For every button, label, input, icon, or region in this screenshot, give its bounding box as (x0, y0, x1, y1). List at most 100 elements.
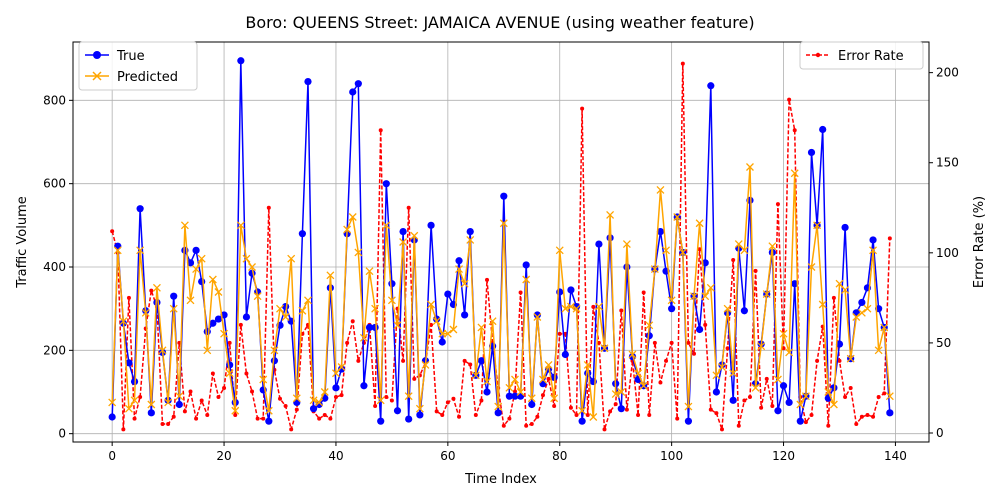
data-point (152, 283, 161, 292)
x-axis-label: Time Index (464, 472, 537, 487)
data-point (434, 409, 439, 414)
data-point (320, 388, 329, 396)
data-point (203, 346, 212, 355)
data-point (462, 358, 467, 363)
data-point (561, 304, 570, 313)
data-point (265, 417, 273, 425)
x-tick-label: 20 (216, 449, 231, 463)
data-point (770, 403, 775, 408)
data-point (373, 403, 378, 408)
data-point (697, 247, 702, 252)
data-point (377, 417, 385, 425)
data-point (831, 295, 836, 300)
data-point (731, 258, 736, 263)
y-right-tick-label: 150 (936, 156, 959, 170)
data-point (858, 298, 866, 307)
data-point (650, 265, 659, 274)
legend-true-label: True (116, 49, 145, 64)
data-point (389, 398, 394, 403)
data-point (600, 344, 609, 353)
y-axis-right: 0 50 100 150 200 (929, 66, 959, 440)
series-predicted (108, 163, 894, 421)
data-point (830, 384, 838, 392)
data-point (572, 304, 581, 313)
data-point (818, 300, 827, 309)
data-point (852, 313, 861, 321)
data-point (675, 416, 680, 421)
data-point (751, 383, 760, 392)
data-point (147, 409, 155, 417)
legend-true-marker (93, 51, 101, 59)
data-point (673, 213, 682, 221)
data-point (874, 346, 883, 355)
data-point (871, 414, 876, 419)
data-point (494, 402, 503, 411)
data-point (449, 325, 458, 334)
data-point (602, 427, 607, 432)
data-point (636, 412, 641, 417)
data-point (237, 57, 245, 65)
data-point (863, 304, 872, 313)
data-point (857, 308, 866, 317)
data-point (706, 283, 715, 292)
data-point (516, 388, 525, 396)
data-point (136, 205, 144, 213)
data-point (692, 351, 697, 356)
y-right-tick-label: 200 (936, 66, 959, 80)
data-point (113, 246, 122, 255)
x-tick-label: 0 (108, 449, 116, 463)
data-point (684, 417, 693, 425)
data-point (236, 221, 245, 230)
plot-background (73, 42, 929, 442)
data-point (248, 263, 256, 271)
data-point (399, 227, 407, 236)
data-point (854, 421, 859, 426)
data-point (175, 400, 183, 409)
data-point (623, 263, 631, 271)
chart-title: Boro: QUEENS Street: JAMAICA AVENUE (usi… (245, 13, 754, 32)
data-point (622, 240, 631, 249)
data-point (886, 409, 894, 417)
data-point (483, 377, 491, 386)
y-right-tick-label: 0 (936, 426, 944, 440)
data-point (345, 340, 350, 345)
data-point (876, 394, 881, 399)
data-point (125, 359, 133, 367)
data-point (348, 213, 357, 221)
x-tick-label: 100 (660, 449, 683, 463)
data-point (779, 382, 788, 390)
data-point (773, 375, 782, 384)
data-point (762, 290, 771, 299)
data-point (378, 128, 383, 133)
data-point (186, 296, 195, 305)
data-point (429, 322, 434, 327)
legend-error-label: Error Rate (838, 49, 904, 64)
data-point (656, 227, 665, 236)
data-point (594, 302, 603, 311)
data-point (401, 358, 406, 363)
data-point (544, 360, 553, 369)
data-point (775, 202, 780, 207)
series-line (111, 62, 891, 431)
data-point (443, 329, 452, 338)
data-point (507, 416, 512, 421)
data-point (298, 230, 306, 238)
data-point (555, 246, 564, 255)
data-point (552, 403, 557, 408)
data-point (350, 319, 355, 324)
data-point (331, 369, 340, 378)
data-point (835, 340, 844, 348)
data-point (451, 396, 456, 401)
data-point (382, 221, 391, 230)
data-point (736, 423, 741, 428)
data-point (807, 148, 816, 157)
data-point (421, 360, 430, 369)
data-point (477, 357, 486, 365)
data-point (546, 376, 551, 381)
data-point (843, 394, 848, 399)
data-point (485, 277, 490, 282)
legend-predicted-marker (92, 71, 102, 81)
data-point (406, 205, 411, 210)
data-point (108, 413, 116, 421)
data-point (199, 398, 204, 403)
